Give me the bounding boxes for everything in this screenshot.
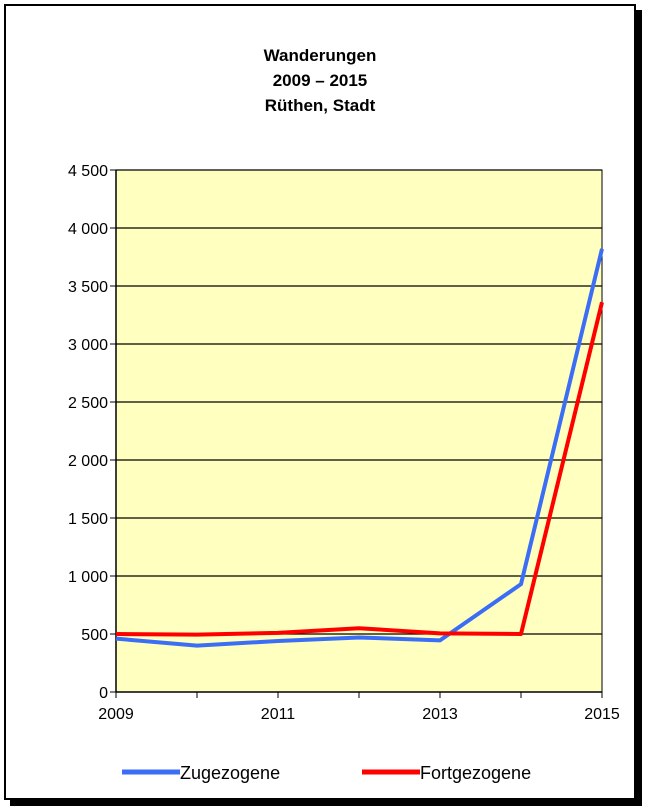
line-chart: Wanderungen 2009 – 2015 Rüthen, Stadt 0 5… xyxy=(68,46,620,783)
chart-title-line-3: Rüthen, Stadt xyxy=(265,96,376,115)
x-tick-label: 2013 xyxy=(422,706,458,723)
series-lines xyxy=(115,248,604,648)
y-tick-label: 0 xyxy=(99,685,108,702)
y-tick-label: 3 000 xyxy=(68,337,108,354)
legend-label-zugezogene: Zugezogene xyxy=(180,763,280,783)
y-tick-label: 2 500 xyxy=(68,395,108,412)
chart-title: Wanderungen 2009 – 2015 Rüthen, Stadt xyxy=(264,46,377,115)
y-tick-label: 500 xyxy=(81,627,108,644)
x-tick-label: 2015 xyxy=(584,706,620,723)
series-line-zugezogene xyxy=(115,248,604,648)
axes xyxy=(115,170,602,693)
y-tick-label: 3 500 xyxy=(68,279,108,296)
legend: Zugezogene Fortgezogene xyxy=(122,763,531,783)
legend-label-fortgezogene: Fortgezogene xyxy=(420,763,531,783)
series-line-fortgezogene xyxy=(115,301,604,637)
x-tick-label: 2009 xyxy=(98,706,134,723)
x-axis-ticks: 2009 2011 2013 2015 xyxy=(98,692,620,723)
y-tick-label: 4 500 xyxy=(68,163,108,180)
y-tick-label: 1 000 xyxy=(68,569,108,586)
y-tick-label: 4 000 xyxy=(68,221,108,238)
y-tick-label: 1 500 xyxy=(68,511,108,528)
chart-title-line-1: Wanderungen xyxy=(264,46,377,65)
plot-area xyxy=(115,169,603,693)
y-axis-ticks: 0 500 1 000 1 500 2 000 2 500 3 000 3 500 4 000 4… xyxy=(68,163,116,702)
x-tick-label: 2011 xyxy=(261,706,296,723)
chart-title-line-2: 2009 – 2015 xyxy=(273,71,368,90)
chart-frame: Wanderungen 2009 – 2015 Rüthen, Stadt 0 5… xyxy=(4,4,636,800)
gridlines xyxy=(116,169,602,635)
y-tick-label: 2 000 xyxy=(68,453,108,470)
